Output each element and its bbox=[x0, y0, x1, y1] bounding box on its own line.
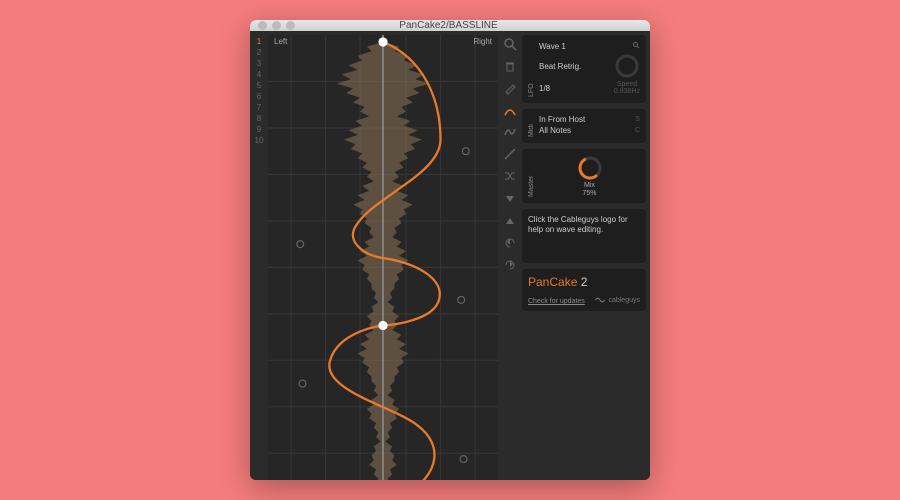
wave-slot-6[interactable]: 6 bbox=[252, 92, 266, 101]
mix-value: 75% bbox=[582, 190, 596, 197]
master-panel-label: Master bbox=[528, 155, 535, 197]
brand-version: 2 bbox=[581, 275, 588, 289]
undo-icon[interactable] bbox=[503, 235, 517, 249]
wave-slot-4[interactable]: 4 bbox=[252, 70, 266, 79]
speed-knob[interactable] bbox=[614, 53, 640, 79]
wave-slot-3[interactable]: 3 bbox=[252, 59, 266, 68]
midi-row-1[interactable]: All NotesC bbox=[539, 126, 640, 135]
lfo-wave-label[interactable]: Wave 1 bbox=[539, 42, 566, 51]
check-updates-link[interactable]: Check for updates bbox=[528, 298, 585, 305]
titlebar: PanCake2/BASSLINE bbox=[250, 20, 650, 31]
wave-slot-2[interactable]: 2 bbox=[252, 48, 266, 57]
wave-slot-8[interactable]: 8 bbox=[252, 114, 266, 123]
minimize-icon[interactable] bbox=[272, 21, 281, 30]
help-text: Click the Cableguys logo for help on wav… bbox=[528, 215, 640, 257]
wave-slot-1[interactable]: 1 bbox=[252, 37, 266, 46]
left-label: Left bbox=[274, 37, 287, 46]
content: 1 2 3 4 5 6 7 8 9 10 Left Right Wave LFO Wave 1 bbox=[250, 31, 650, 480]
waveform-editor[interactable]: Left Right Wave bbox=[268, 35, 498, 480]
zoom-window-icon[interactable] bbox=[286, 21, 295, 30]
midi-panel: Midi In From HostS All NotesC bbox=[522, 109, 646, 143]
random-icon[interactable] bbox=[503, 169, 517, 183]
plugin-window: PanCake2/BASSLINE 1 2 3 4 5 6 7 8 9 10 Left Right… bbox=[250, 20, 650, 480]
mix-knob[interactable] bbox=[577, 155, 603, 181]
trash-icon[interactable] bbox=[503, 59, 517, 73]
right-label: Right bbox=[473, 37, 492, 46]
wave-slot-list: 1 2 3 4 5 6 7 8 9 10 bbox=[250, 31, 268, 480]
cableguys-logo[interactable]: cableguys bbox=[594, 295, 640, 305]
zoom-icon[interactable] bbox=[503, 37, 517, 51]
curve-icon[interactable] bbox=[503, 103, 517, 117]
mix-label: Mix bbox=[584, 182, 595, 189]
scurve-icon[interactable] bbox=[503, 125, 517, 139]
lfo-panel-label: LFO bbox=[528, 41, 535, 97]
brand-panel: PanCake 2 Check for updates cableguys bbox=[522, 269, 646, 311]
lfo-retrig[interactable]: Beat Retrig. bbox=[539, 62, 581, 71]
speed-value: 0.838Hz bbox=[614, 88, 640, 95]
midi-panel-label: Midi bbox=[528, 115, 535, 137]
redo-icon[interactable] bbox=[503, 257, 517, 271]
speed-label: Speed bbox=[614, 81, 640, 88]
wave-slot-7[interactable]: 7 bbox=[252, 103, 266, 112]
lfo-panel: LFO Wave 1 Beat Retrig. 1/8 bbox=[522, 35, 646, 103]
wave-slot-10[interactable]: 10 bbox=[252, 136, 266, 145]
editor-canvas[interactable] bbox=[268, 35, 498, 480]
pen-icon[interactable] bbox=[503, 81, 517, 95]
line-icon[interactable] bbox=[503, 147, 517, 161]
brand-title: PanCake 2 bbox=[528, 275, 640, 289]
help-panel: Click the Cableguys logo for help on wav… bbox=[522, 209, 646, 263]
close-icon[interactable] bbox=[258, 21, 267, 30]
window-title: PanCake2/BASSLINE bbox=[295, 20, 602, 31]
side-panels: LFO Wave 1 Beat Retrig. 1/8 bbox=[520, 31, 650, 480]
search-icon[interactable] bbox=[632, 41, 640, 51]
triangle-down-icon[interactable] bbox=[503, 191, 517, 205]
wave-slot-5[interactable]: 5 bbox=[252, 81, 266, 90]
triangle-up-icon[interactable] bbox=[503, 213, 517, 227]
lfo-rate[interactable]: 1/8 bbox=[539, 84, 550, 93]
traffic-lights bbox=[258, 21, 295, 30]
wave-slot-9[interactable]: 9 bbox=[252, 125, 266, 134]
tool-column bbox=[500, 31, 520, 480]
brand-name: PanCake bbox=[528, 275, 577, 289]
midi-row-0[interactable]: In From HostS bbox=[539, 115, 640, 124]
master-panel: Master Mix 75% bbox=[522, 149, 646, 203]
company-name: cableguys bbox=[608, 297, 640, 304]
